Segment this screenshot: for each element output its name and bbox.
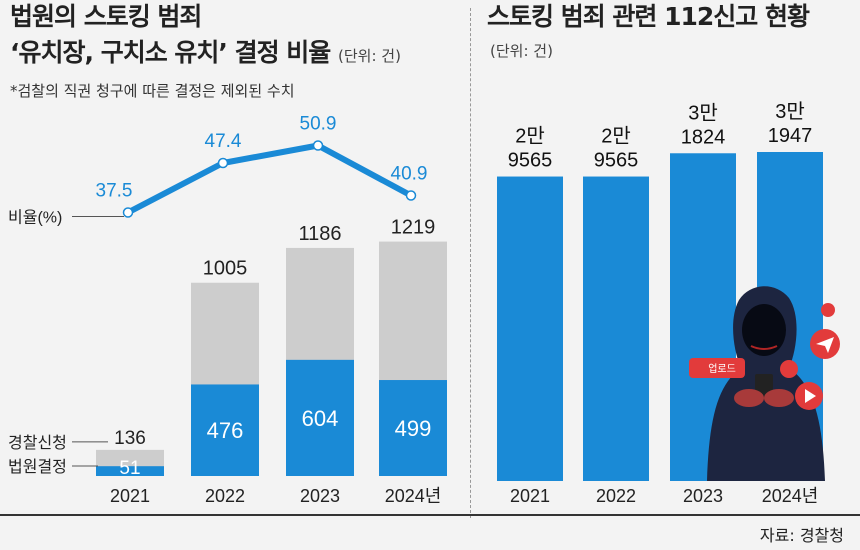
share-icon [780,360,798,378]
tick-2023: 2023 [300,486,340,506]
ratio-label-2022: 47.4 [205,131,242,152]
source-note: 자료: 경찰청 [759,526,844,545]
label-reports-num-2024년: 1947 [768,125,813,147]
left-chart: 136 51 2021 1005 476 2022 1186 604 2023 1219 499 20… [8,114,447,506]
label-court-2023: 604 [302,406,339,431]
left-hand-icon [734,389,764,407]
tick-reports-2021: 2021 [510,486,550,506]
right-hand-icon [764,389,794,407]
right-unit: (단위: 건) [490,42,553,60]
legend-court-label: 법원결정 [8,458,67,476]
ratio-series-label: 비율(%) [8,209,62,227]
notification-icon [821,303,835,317]
ratio-point-2023 [312,140,324,151]
tick-2021: 2021 [110,486,150,506]
label-police-2024년: 1219 [391,217,436,239]
ratio-label-2023: 50.9 [300,114,337,135]
bar-reports-2021 [497,176,563,481]
tick-reports-2023: 2023 [683,486,723,506]
bar-reports-2022 [583,176,649,481]
left-title-line2: ‘유치장, 구치소 유치’ 결정 비율 (단위: 건) [10,38,401,71]
ratio-label-2021: 37.5 [96,181,133,202]
bar-court-2024년 [379,380,447,476]
left-title-line1: 법원의 스토킹 범죄 [10,2,202,31]
bar-court-2021 [96,466,164,476]
hooded-figure-illustration [707,286,825,481]
ratio-label-2024년: 40.9 [391,164,428,185]
send-arrow-icon [816,337,834,353]
legend-police-label: 경찰신청 [8,434,67,452]
tick-reports-2022: 2022 [596,486,636,506]
bottom-rule [0,514,860,516]
panel-divider [470,8,471,518]
label-police-2022: 1005 [203,258,248,280]
left-unit: (단위: 건) [338,47,401,65]
mouth-icon [750,345,778,350]
upload-badge [689,358,745,378]
label-reports-man-2024년: 3만 [775,100,805,123]
ratio-point-2024년 [405,190,417,201]
bar-court-2023 [286,359,354,476]
label-reports-man-2021: 2만 [515,125,545,148]
right-title: 스토킹 범죄 관련 112신고 현황 [487,2,810,31]
face-shadow-icon [742,304,786,356]
left-note: *검찰의 직권 청구에 따른 결정은 제외된 수치 [10,82,295,100]
left-title-text: ‘유치장, 구치소 유치’ 결정 비율 [10,38,331,67]
label-reports-man-2023: 3만 [688,101,718,124]
label-reports-num-2023: 1824 [681,126,726,148]
label-court-2024년: 499 [395,416,432,441]
label-reports-man-2022: 2만 [601,125,631,148]
label-police-2021: 136 [114,428,146,449]
label-police-2023: 1186 [298,223,341,245]
label-reports-num-2022: 9565 [594,150,639,172]
ratio-point-2021 [122,207,134,218]
ratio-line [125,142,414,216]
tick-2022: 2022 [205,486,245,506]
label-reports-num-2021: 9565 [508,150,553,172]
label-court-2022: 476 [207,418,244,443]
ratio-point-2022 [217,157,229,169]
play-triangle-icon [805,389,816,403]
tick-reports-2024년: 2024년 [762,486,819,506]
label-court-2021: 51 [119,458,140,479]
upload-badge-label: 업로드 [708,362,736,375]
right-chart: 2만956520212만956520223만182420233만19472024… [497,100,840,506]
bar-court-2022 [191,384,259,476]
tick-2024년: 2024년 [385,486,442,506]
